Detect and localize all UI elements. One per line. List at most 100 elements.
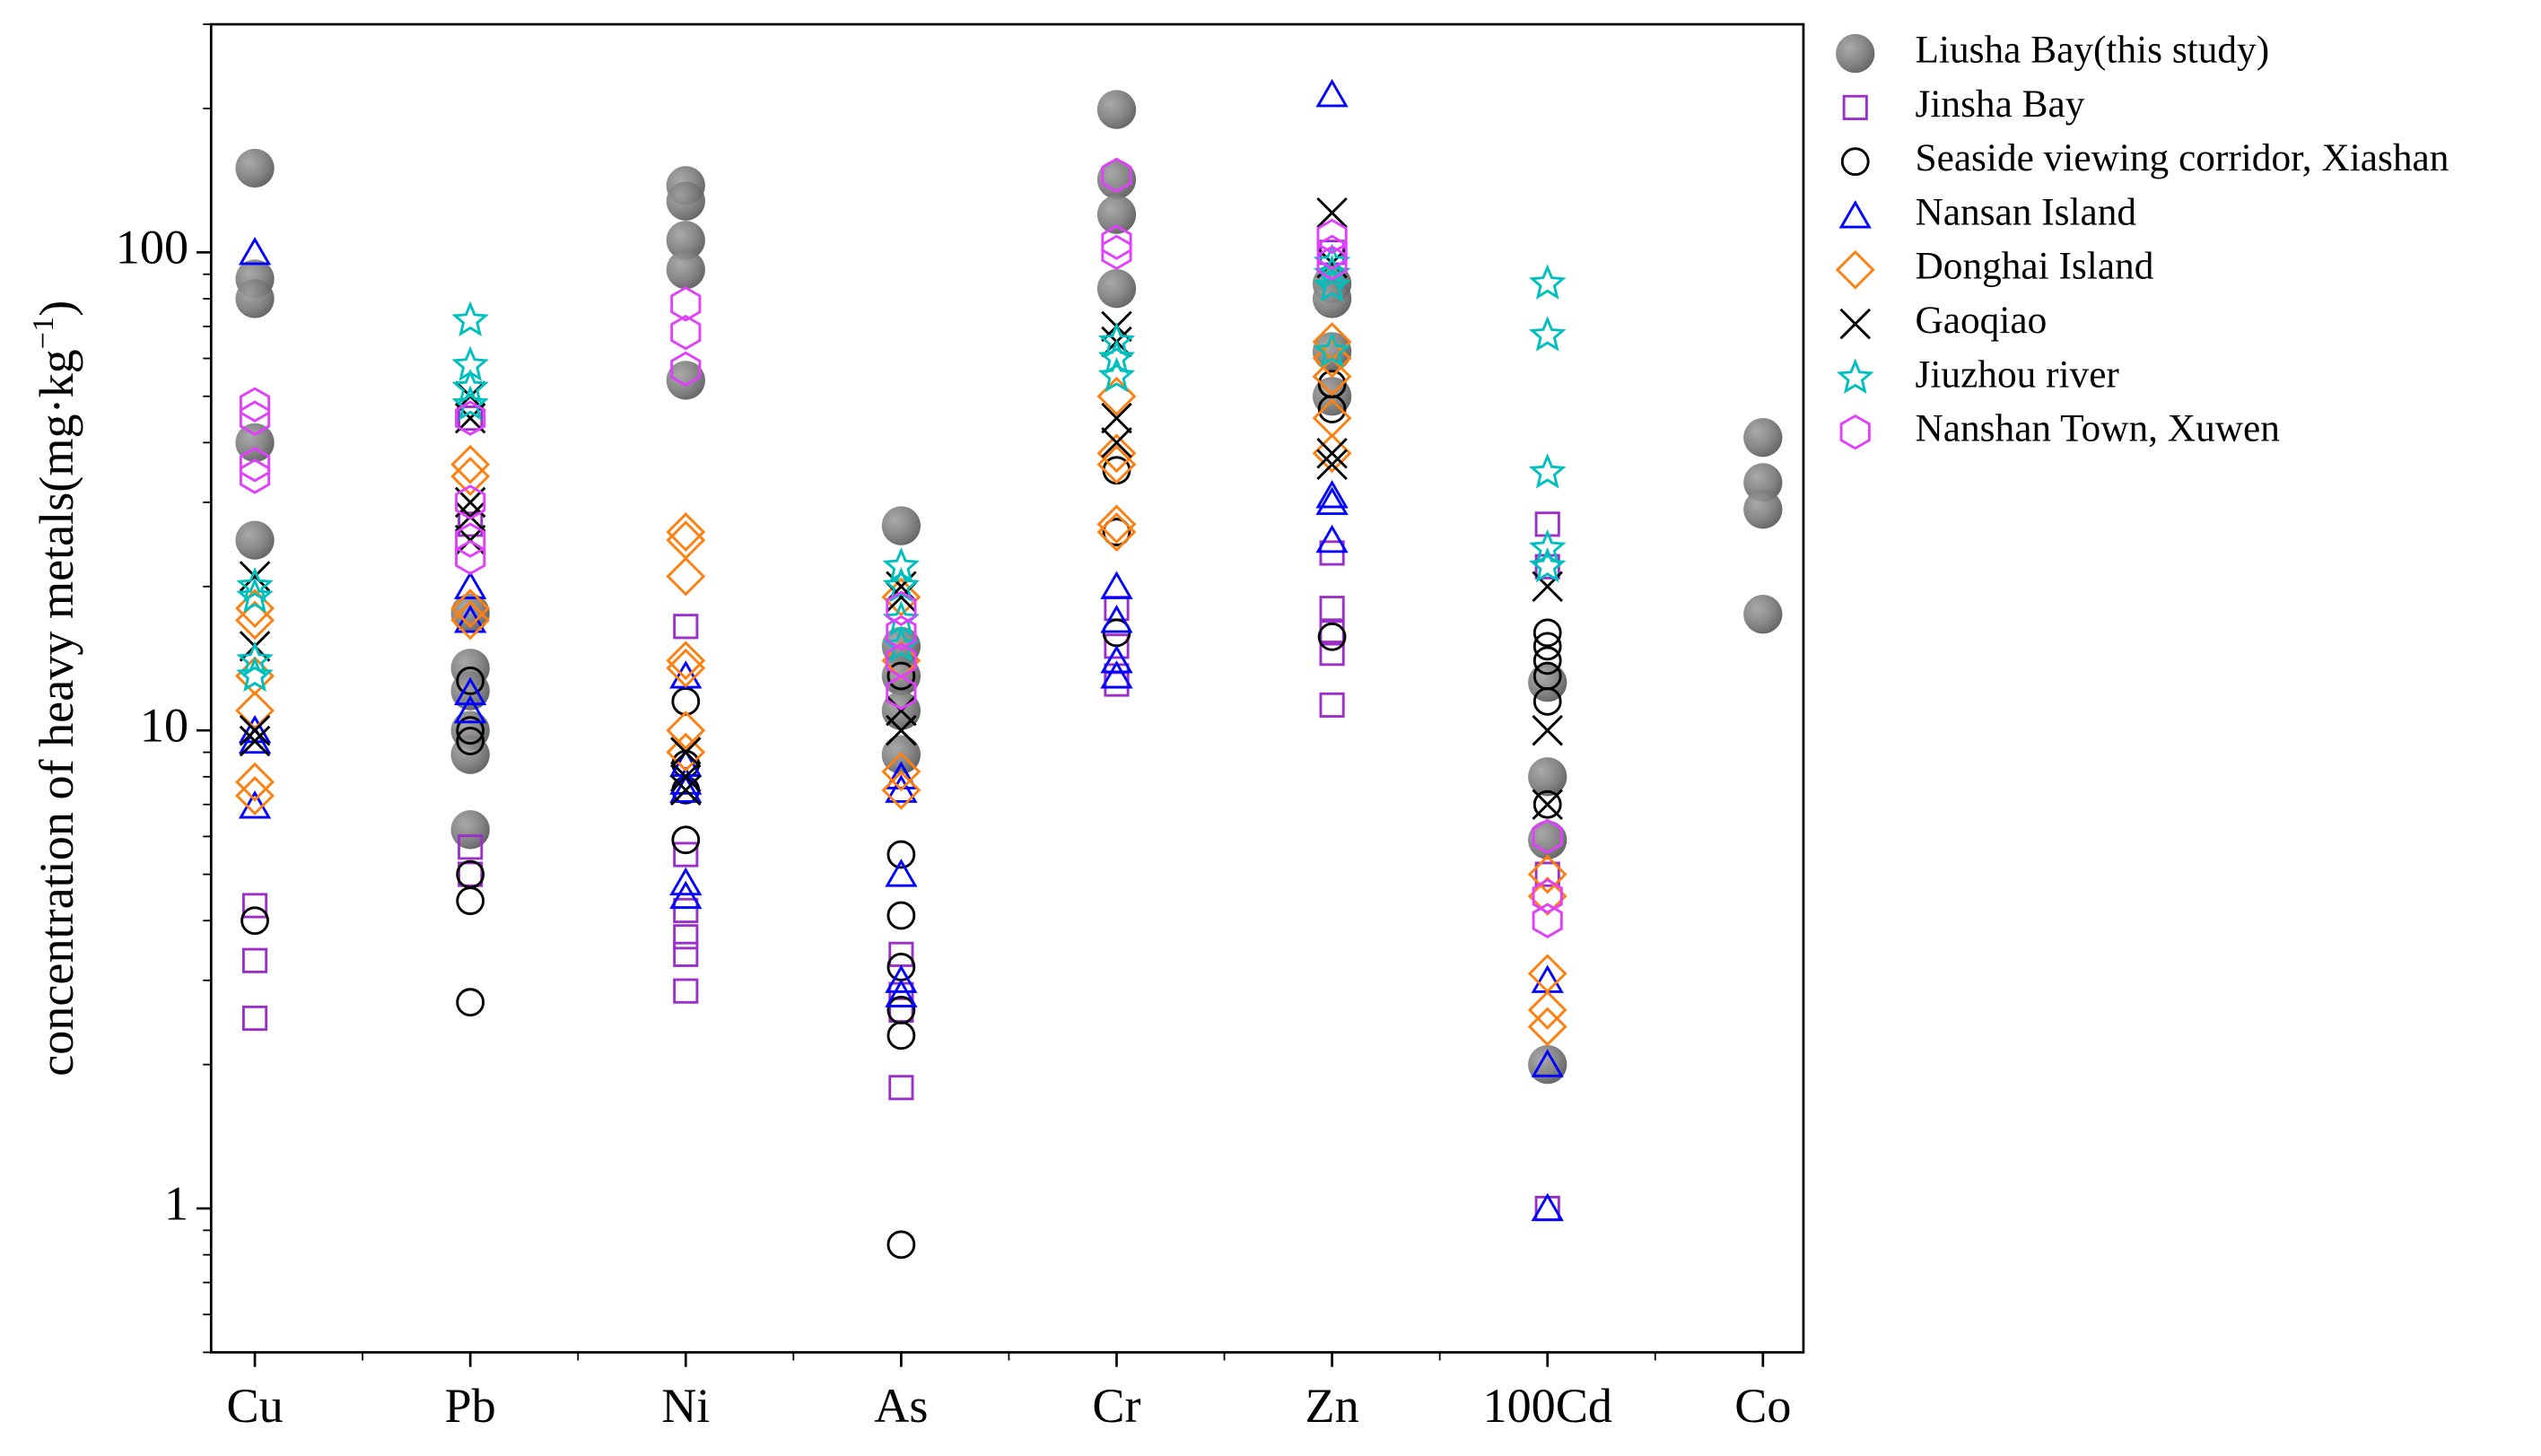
marker-diamond <box>1096 512 1137 552</box>
marker-sphere <box>1528 663 1567 702</box>
marker-square <box>458 511 484 537</box>
marker-diamond <box>1312 356 1352 397</box>
marker-diamond <box>1835 249 1875 290</box>
marker-diamond <box>450 589 491 629</box>
marker-star <box>451 385 489 421</box>
marker-star <box>1097 322 1136 358</box>
marker-circle <box>886 1021 916 1051</box>
y-tick-label: 1 <box>164 1176 188 1230</box>
marker-cross <box>239 725 271 757</box>
marker-diamond <box>881 577 921 617</box>
marker-diamond <box>1527 990 1567 1030</box>
marker-hexagon <box>239 387 271 423</box>
marker-circle <box>1532 686 1562 716</box>
marker-circle <box>1102 518 1131 546</box>
y-axis-label-sup: −1 <box>26 317 60 350</box>
marker-star <box>1528 546 1567 583</box>
marker-sphere <box>1312 279 1352 318</box>
marker-triangle <box>1315 480 1349 509</box>
marker-hexagon <box>1532 818 1563 855</box>
marker-square <box>673 924 699 950</box>
marker-circle <box>456 666 485 695</box>
marker-circle <box>671 749 701 779</box>
marker-diamond <box>666 648 706 688</box>
marker-hexagon <box>239 458 271 494</box>
marker-hexagon <box>886 615 917 651</box>
marker-hexagon <box>239 447 271 483</box>
marker-diamond <box>1312 433 1352 474</box>
marker-sphere <box>235 520 275 560</box>
marker-diamond <box>1527 876 1567 916</box>
marker-circle <box>886 901 916 930</box>
marker-triangle <box>454 571 487 599</box>
marker-circle <box>1532 789 1562 819</box>
y-tick-label: 100 <box>116 221 188 275</box>
marker-diamond <box>1527 954 1567 994</box>
marker-cross <box>239 714 271 746</box>
marker-diamond <box>666 711 706 751</box>
marker-diamond <box>1096 504 1137 545</box>
legend-label: Jinsha Bay <box>1916 83 2085 126</box>
marker-cross <box>670 737 702 768</box>
marker-sphere <box>1096 269 1137 309</box>
marker-circle <box>671 686 701 716</box>
marker-square <box>673 841 699 867</box>
marker-cross <box>1839 308 1871 340</box>
marker-sphere <box>235 279 275 318</box>
marker-sphere <box>666 249 705 290</box>
marker-cross <box>670 761 702 793</box>
marker-sphere <box>881 506 921 545</box>
marker-star <box>1836 358 1874 395</box>
marker-sphere <box>1528 757 1567 797</box>
marker-triangle <box>1100 605 1133 633</box>
marker-cross <box>1101 402 1132 434</box>
marker-sphere <box>1096 195 1137 234</box>
marker-star <box>882 546 921 583</box>
marker-cross <box>1316 437 1348 469</box>
marker-hexagon <box>1532 878 1563 914</box>
marker-diamond <box>1527 854 1567 894</box>
marker-triangle <box>1315 486 1349 516</box>
marker-triangle <box>1838 200 1872 229</box>
marker-circle <box>1532 646 1562 676</box>
marker-diamond <box>666 732 706 772</box>
plot-frame <box>209 22 1805 1354</box>
marker-hexagon <box>455 539 486 576</box>
marker-triangle <box>1100 660 1133 689</box>
marker-square <box>1319 540 1345 566</box>
marker-cross <box>1532 714 1563 746</box>
marker-diamond <box>235 762 275 802</box>
marker-sphere <box>1743 490 1783 529</box>
marker-diamond <box>235 589 275 629</box>
x-tick-label: Ni <box>661 1379 710 1433</box>
marker-square <box>888 997 914 1024</box>
marker-sphere <box>1096 160 1137 199</box>
marker-diamond <box>666 512 706 552</box>
marker-hexagon <box>886 675 917 711</box>
legend-label: Jiuzhou river <box>1916 353 2120 396</box>
x-tick-label: 100Cd <box>1482 1379 1611 1433</box>
marker-sphere <box>1836 33 1875 74</box>
marker-sphere <box>666 181 705 221</box>
marker-square <box>241 893 268 919</box>
marker-cross <box>1532 789 1563 820</box>
marker-triangle <box>1100 571 1133 599</box>
marker-star <box>1528 264 1567 300</box>
x-tick-label: Zn <box>1305 1379 1359 1433</box>
marker-star <box>1313 332 1351 368</box>
legend-label: Donghai Island <box>1916 245 2154 288</box>
legend-label: Nansan Island <box>1916 190 2137 233</box>
marker-cross <box>1101 427 1132 458</box>
marker-sphere <box>235 423 275 463</box>
marker-triangle <box>454 694 487 724</box>
marker-triangle <box>669 766 703 795</box>
marker-triangle <box>238 725 272 754</box>
marker-triangle <box>1531 964 1564 993</box>
marker-diamond <box>666 641 706 681</box>
marker-star <box>451 368 489 405</box>
marker-circle <box>1840 147 1870 177</box>
marker-square <box>1104 633 1130 659</box>
marker-cross <box>670 774 702 806</box>
marker-hexagon <box>886 590 917 626</box>
marker-triangle <box>669 774 703 803</box>
